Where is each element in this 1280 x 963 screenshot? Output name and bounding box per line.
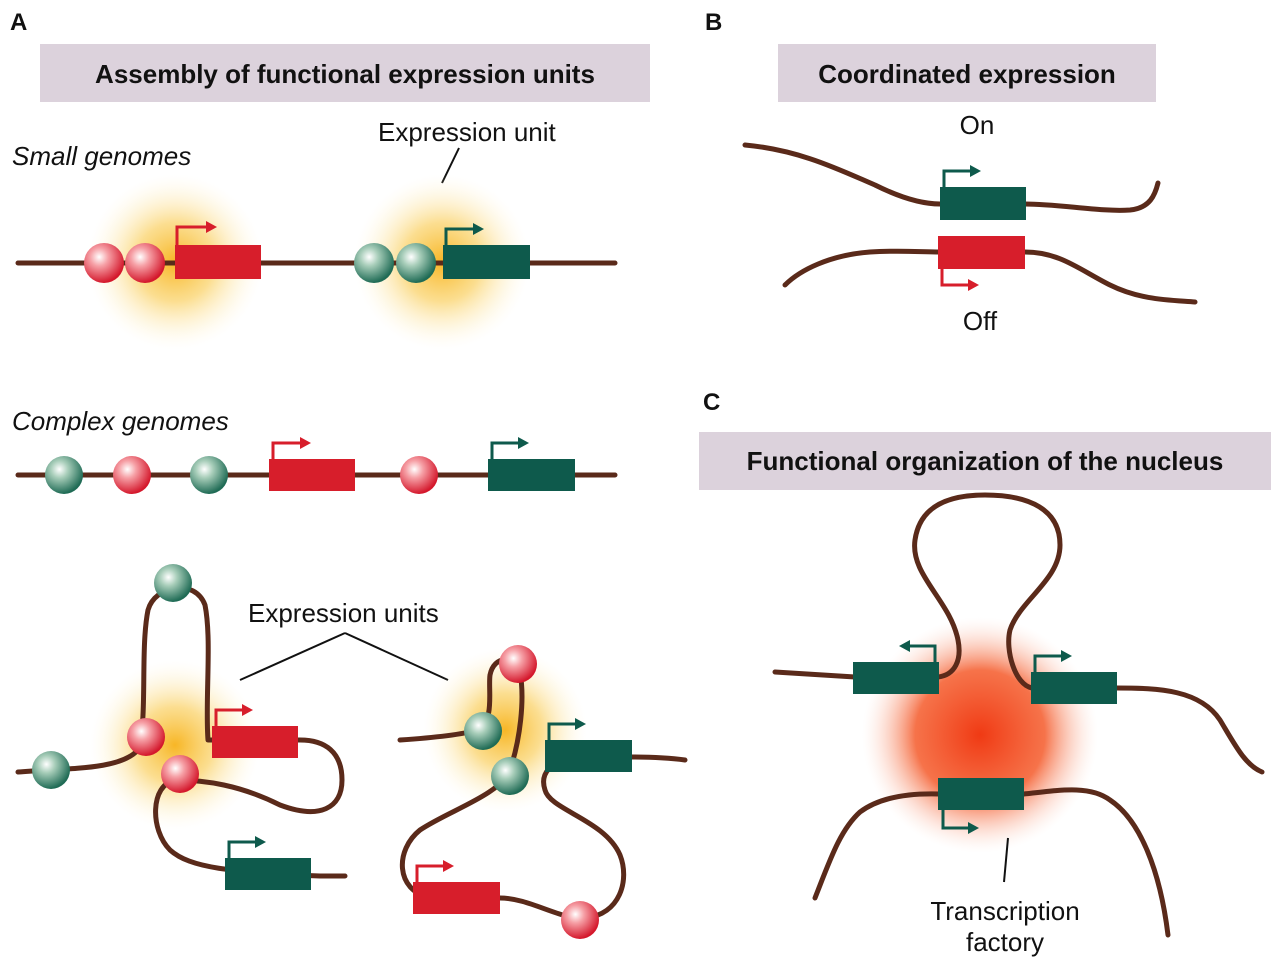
folded-dna-right: [397, 657, 688, 921]
green-promoter-arrow-left: [908, 644, 937, 662]
red-gene-box: [269, 459, 355, 491]
green-factor-ball: [154, 564, 192, 602]
green-arrowhead: [255, 836, 266, 848]
panel-a-letter: A: [10, 9, 27, 36]
green-gene-box: [488, 459, 575, 491]
green-promoter-arrow: [227, 840, 257, 858]
dna-bottom-strand: [812, 787, 1171, 938]
expression-units-leader-right: [344, 632, 449, 681]
panel-b-letter: B: [705, 9, 722, 36]
red-factor-ball: [127, 718, 165, 756]
red-arrowhead: [968, 279, 979, 291]
red-promoter-arrow: [415, 864, 445, 882]
red-arrowhead: [206, 221, 217, 233]
red-factor-ball: [561, 901, 599, 939]
dna-strand-on: [742, 142, 1161, 213]
green-arrowhead: [473, 223, 484, 235]
green-promoter-arrow: [444, 227, 475, 245]
red-arrowhead: [443, 860, 454, 872]
expression-units-leader-left: [239, 632, 346, 681]
panel-b-banner: [778, 44, 1156, 102]
panel-b: B Coordinated expression On Off: [705, 9, 1198, 336]
panel-c-banner: [699, 432, 1271, 490]
green-gene-on: [940, 187, 1026, 220]
green-promoter-arrow-right: [1033, 654, 1063, 672]
off-label: Off: [963, 306, 998, 336]
green-promoter-arrow: [942, 169, 972, 187]
green-factor-ball: [32, 751, 70, 789]
green-arrowhead: [968, 822, 979, 834]
red-factor-ball: [161, 755, 199, 793]
green-gene-box: [443, 245, 530, 279]
red-promoter-arrow: [271, 441, 302, 459]
green-promoter-arrow: [547, 722, 577, 740]
on-label: On: [960, 110, 995, 140]
red-promoter-arrow: [175, 225, 208, 245]
factory-leader: [1003, 837, 1009, 883]
complex-genomes-label: Complex genomes: [12, 406, 229, 436]
red-arrowhead: [300, 437, 311, 449]
green-gene-box: [225, 858, 311, 890]
green-factor-ball: [354, 243, 394, 283]
green-gene-box: [545, 740, 632, 772]
expression-units-label: Expression units: [248, 598, 439, 628]
red-promoter-arrow: [214, 708, 244, 726]
green-factor-ball: [464, 712, 502, 750]
green-gene-left: [853, 662, 939, 694]
green-arrowhead: [1061, 650, 1072, 662]
green-gene-bottom: [938, 778, 1024, 810]
panel-c: C Functional organization of the nucleus…: [699, 389, 1271, 957]
green-factor-ball: [190, 456, 228, 494]
folded-dna-left: [15, 585, 348, 879]
green-factor-ball: [491, 757, 529, 795]
red-factor-ball: [84, 243, 124, 283]
dna-loop-top: [772, 492, 1063, 691]
green-factor-ball: [396, 243, 436, 283]
green-factor-ball: [45, 456, 83, 494]
red-gene-box: [175, 245, 261, 279]
green-arrowhead: [899, 640, 910, 652]
red-gene-off: [938, 236, 1025, 269]
expression-unit-label: Expression unit: [378, 117, 557, 147]
green-promoter-arrow: [490, 441, 520, 459]
panel-a: A Assembly of functional expression unit…: [10, 9, 688, 939]
red-factor-ball: [400, 456, 438, 494]
panel-a-banner: [40, 44, 650, 102]
green-gene-right: [1031, 672, 1117, 704]
green-arrowhead: [970, 165, 981, 177]
transcription-factory-label-line2: factory: [966, 927, 1044, 957]
panel-c-banner-text: Functional organization of the nucleus: [747, 446, 1224, 476]
folded-unit-glow-1: [90, 660, 260, 830]
green-arrowhead: [518, 437, 529, 449]
green-promoter-arrow-bottom: [941, 810, 970, 830]
small-genomes-label: Small genomes: [12, 141, 191, 171]
red-gene-box: [413, 882, 500, 914]
red-gene-box: [212, 726, 298, 758]
panel-a-banner-text: Assembly of functional expression units: [95, 59, 595, 89]
panel-c-letter: C: [703, 389, 720, 416]
red-arrowhead: [242, 704, 253, 716]
red-factor-ball: [113, 456, 151, 494]
red-factor-ball: [499, 645, 537, 683]
panel-b-banner-text: Coordinated expression: [818, 59, 1116, 89]
transcription-factory-label-line1: Transcription: [930, 896, 1079, 926]
dna-right-tail: [1113, 685, 1265, 775]
green-arrowhead: [575, 718, 586, 730]
red-promoter-arrow: [940, 269, 970, 287]
red-factor-ball: [125, 243, 165, 283]
